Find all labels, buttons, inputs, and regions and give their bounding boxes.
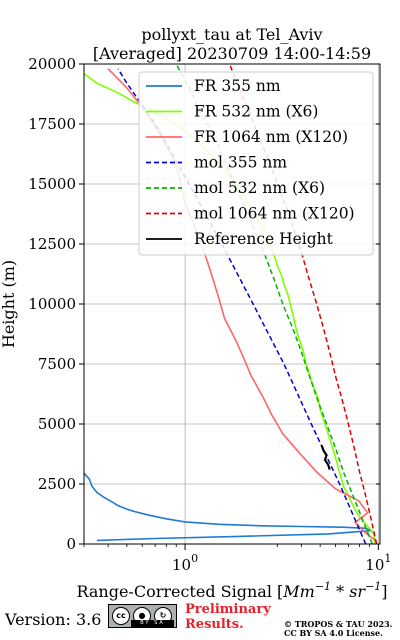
x-tick-label-base: 10 [365,556,384,574]
legend-label-fr-355-nm: FR 355 nm [194,77,281,95]
y-tick-label: 5000 [38,415,76,433]
axis-ticks: 0250050007500100001250015000175002000010… [28,55,391,574]
x-tick-label: 101 [365,552,391,574]
series-mol-532-nm-x6 [175,64,373,544]
legend-label-fr-532-nm-x6: FR 532 nm (X6) [194,103,318,121]
legend-label-mol-355-nm: mol 355 nm [194,154,287,172]
x-axis-label-unit-1: Mm [282,582,315,601]
series-fr-355-nm [84,472,373,542]
x-tick-label-exponent: 1 [384,552,391,565]
legend-label-mol-1064-nm-x120: mol 1064 nm (X120) [194,205,355,223]
y-tick-label: 7500 [38,355,76,373]
x-axis-label: Range-Corrected Signal [Mm−1 * sr−1] [76,580,387,601]
y-axis-label: Height (m) [0,260,18,348]
x-axis-label-prefix: Range-Corrected Signal [ [76,582,283,601]
y-tick-label: 20000 [28,55,76,73]
legend-box [138,71,374,256]
y-tick-label: 12500 [28,235,76,253]
chart-title-line-1: pollyxt_tau at Tel_Aviv [141,25,322,44]
cc-badge-text: BY SA [131,620,174,627]
cc-logo-icon: cc [112,607,130,625]
copyright-line-1: © TROPOS & TAU 2023. [284,619,393,629]
legend-label-fr-1064-nm-x120: FR 1064 nm (X120) [194,128,348,146]
cc-sa-text: SA [154,620,165,626]
x-tick-label-exponent: 0 [191,552,198,565]
y-tick-label: 15000 [28,175,76,193]
copyright-notice: © TROPOS & TAU 2023. CC BY SA 4.0 Licens… [284,620,392,638]
x-tick-label: 100 [172,552,198,574]
preliminary-line-2: Results. [185,617,244,632]
y-tick-label: 2500 [38,475,76,493]
plot-frame [83,63,381,545]
preliminary-notice: Preliminary Results. [185,602,271,632]
series-reference-height [320,445,331,470]
x-axis-label-unit-2: sr [349,582,366,601]
legend-label-reference-height: Reference Height [194,230,334,248]
x-axis-label-suffix: ] [381,582,387,601]
x-axis-label-exp-2: −1 [365,580,381,593]
version-label: Version: 3.6 [5,610,102,629]
y-tick-label: 10000 [28,295,76,313]
legend-label-mol-532-nm-x6: mol 532 nm (X6) [194,179,325,197]
x-tick-label-base: 10 [172,556,191,574]
y-tick-label: 17500 [28,115,76,133]
cc-license-badge: cc ● ↻ BY SA [108,604,177,628]
cc-by-text: BY [140,620,151,626]
x-axis-label-mid: * [331,582,349,601]
legend: FR 355 nm FR 532 nm (X6) FR 1064 nm (X120)… [138,71,374,256]
cc-logo-text: cc [116,611,126,620]
copyright-line-2: CC BY SA 4.0 License. [284,628,383,638]
preliminary-line-1: Preliminary [185,602,271,617]
chart-title-line-2: [Averaged] 20230709 14:00-14:59 [93,44,371,63]
x-axis-label-exp-1: −1 [315,580,331,593]
y-tick-label: 0 [66,535,76,553]
